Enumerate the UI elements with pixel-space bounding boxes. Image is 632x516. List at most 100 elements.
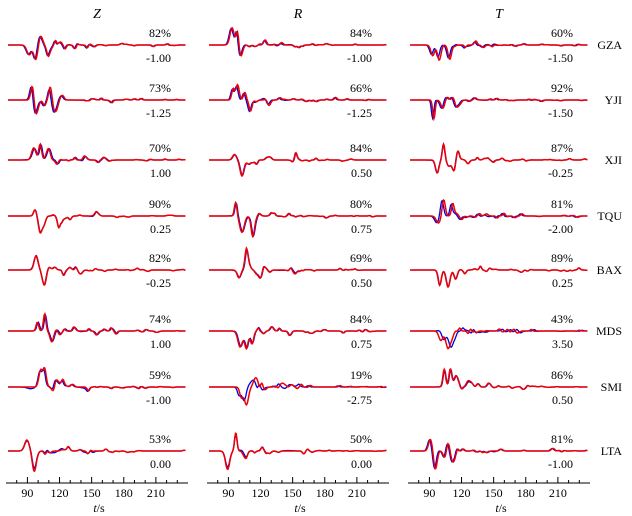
tick-label: 180: [115, 486, 133, 500]
time-axis-t: 90 120 150 180 210 t/s: [408, 477, 590, 515]
fit-percentage: 66%: [350, 81, 372, 95]
panel-yji-r: 66% -1.25: [209, 81, 387, 120]
fit-percentage: 87%: [551, 141, 573, 155]
panel-tqu-r: 80% 0.75: [209, 197, 387, 239]
fit-percentage: 89%: [551, 251, 573, 265]
panel-gza-z: 82% -1.00: [8, 26, 186, 65]
panel-yji-z: 73% -1.25: [8, 81, 186, 120]
time-axis-r: 90 120 150 180 210 t/s: [207, 477, 389, 515]
station-label-xji: XJI: [605, 153, 622, 167]
fit-percentage: 74%: [149, 312, 171, 326]
fit-percentage: 70%: [149, 141, 171, 155]
synthetic-trace: [8, 366, 186, 392]
time-shift-value: 1.00: [150, 337, 171, 351]
synthetic-trace: [410, 40, 588, 62]
synthetic-trace: [410, 327, 588, 350]
time-shift-value: -1.50: [548, 106, 573, 120]
time-shift-value: -1.25: [347, 106, 372, 120]
synthetic-trace: [8, 85, 186, 115]
tick-label: 180: [517, 486, 535, 500]
panel-smi-r: 19% -2.75: [209, 368, 387, 407]
synthetic-trace: [209, 83, 387, 112]
tick-label: 90: [21, 486, 33, 500]
panel-gza-r: 84% -1.00: [209, 26, 387, 65]
column-title-z: Z: [93, 7, 101, 22]
tick-label: 210: [348, 486, 366, 500]
fit-percentage: 86%: [551, 368, 573, 382]
time-shift-value: -1.00: [548, 457, 573, 471]
tick-label: 120: [51, 486, 69, 500]
fit-percentage: 73%: [149, 81, 171, 95]
fit-percentage: 92%: [551, 81, 573, 95]
panel-smi-z: 59% -1.00: [8, 366, 186, 407]
time-shift-value: -0.25: [146, 276, 171, 290]
time-shift-value: 0.50: [351, 276, 372, 290]
panel-yji-t: 92% -1.50: [410, 81, 588, 122]
fit-percentage: 82%: [149, 251, 171, 265]
time-shift-value: -1.50: [548, 51, 573, 65]
time-shift-value: -0.25: [548, 166, 573, 180]
fit-percentage: 69%: [350, 251, 372, 265]
time-shift-value: 0.25: [552, 276, 573, 290]
x-axis-label: t/s: [294, 501, 306, 515]
fit-percentage: 84%: [350, 141, 372, 155]
fit-percentage: 50%: [350, 432, 372, 446]
time-shift-value: 0.75: [351, 222, 372, 236]
time-shift-value: 0.50: [351, 166, 372, 180]
fit-percentage: 84%: [350, 26, 372, 40]
synthetic-trace: [8, 311, 186, 343]
panel-mds-r: 84% 0.75: [209, 312, 387, 351]
panel-smi-t: 86% 0.50: [410, 367, 588, 407]
waveform-panels: 82% -1.00 84% -1.00 60% -1.50 73% -1.25 66% -1.25…: [8, 26, 588, 473]
synthetic-trace: [209, 432, 387, 471]
fit-percentage: 60%: [551, 26, 573, 40]
time-shift-value: -2.00: [548, 222, 573, 236]
tick-label: 210: [147, 486, 165, 500]
panel-xji-t: 87% -0.25: [410, 141, 588, 180]
station-label-tqu: TQU: [597, 209, 622, 223]
time-shift-value: 0.00: [150, 457, 171, 471]
fit-percentage: 53%: [149, 432, 171, 446]
panel-lta-z: 53% 0.00: [8, 432, 186, 473]
panel-gza-t: 60% -1.50: [410, 26, 588, 65]
time-shift-value: 0.75: [351, 337, 372, 351]
station-label-gza: GZA: [597, 38, 622, 52]
synthetic-trace: [209, 326, 387, 351]
fit-percentage: 84%: [350, 312, 372, 326]
synthetic-trace: [209, 246, 387, 280]
synthetic-trace: [8, 254, 186, 286]
panel-bax-r: 69% 0.50: [209, 246, 387, 290]
synthetic-trace: [410, 141, 588, 175]
fit-percentage: 81%: [551, 197, 573, 211]
tick-label: 180: [316, 486, 334, 500]
time-shift-value: -1.00: [347, 51, 372, 65]
fit-percentage: 90%: [149, 197, 171, 211]
time-shift-value: 0.25: [150, 222, 171, 236]
fit-percentage: 43%: [551, 312, 573, 326]
time-shift-value: -1.00: [146, 51, 171, 65]
synthetic-trace: [8, 209, 186, 234]
synthetic-trace: [209, 200, 387, 239]
synthetic-trace: [209, 377, 387, 406]
panel-xji-r: 84% 0.50: [209, 141, 387, 180]
panel-mds-z: 74% 1.00: [8, 311, 186, 351]
fit-percentage: 82%: [149, 26, 171, 40]
x-axis-label: t/s: [495, 501, 507, 515]
panel-lta-t: 81% -1.00: [410, 432, 588, 471]
time-shift-value: 0.00: [351, 457, 372, 471]
time-shift-value: 3.50: [552, 337, 573, 351]
station-label-mds: MDS: [596, 324, 622, 338]
tick-label: 90: [423, 486, 435, 500]
fit-percentage: 19%: [350, 368, 372, 382]
tick-label: 150: [284, 486, 302, 500]
tick-label: 120: [453, 486, 471, 500]
station-label-lta: LTA: [601, 444, 623, 458]
panel-bax-z: 82% -0.25: [8, 251, 186, 290]
panel-tqu-t: 81% -2.00: [410, 197, 588, 236]
synthetic-trace: [410, 265, 588, 289]
panel-xji-z: 70% 1.00: [8, 141, 186, 180]
time-shift-value: 1.00: [150, 166, 171, 180]
synthetic-trace: [8, 439, 186, 473]
